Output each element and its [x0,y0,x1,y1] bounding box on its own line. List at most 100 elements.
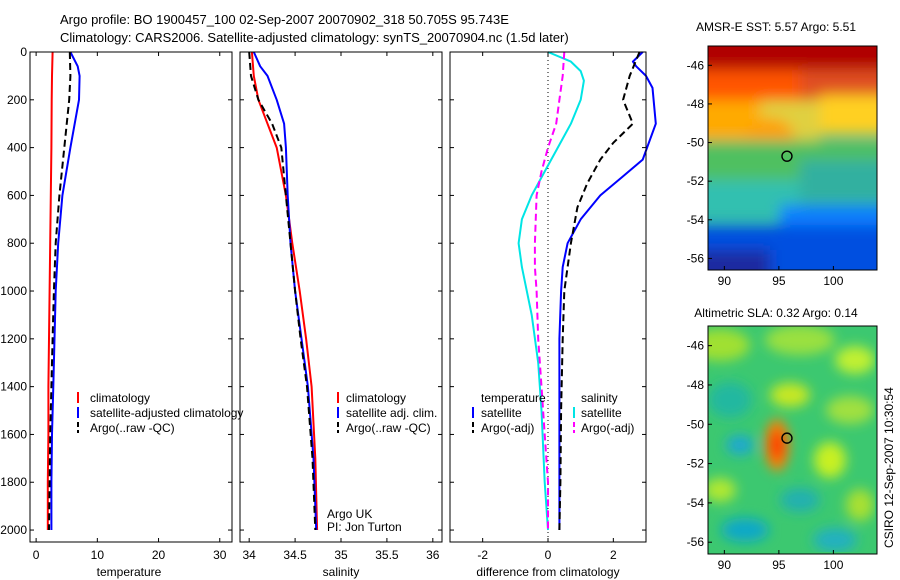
x-tick-label: 20 [152,548,166,562]
map-y-tick-label: -48 [687,378,705,392]
salinity-series-line-1 [252,51,318,531]
sla-map-title: Altimetric SLA: 0.32 Argo: 0.14 [694,306,858,320]
temperature-series-line-2 [48,51,72,531]
temperature-series-line-0 [46,51,54,530]
sst-map-field [708,46,877,270]
difference-panel: -2 0 2 difference from climatology tempera… [449,51,657,579]
legend-group-title-temperature: temperature [481,391,546,405]
map-x-tick-label: 100 [823,274,843,288]
temperature-legend: climatology satellite-adjusted climatolo… [77,391,243,435]
y-tick-label: 600 [7,188,27,202]
y-tick-label: 0 [20,45,27,59]
x-tick-label: 34.5 [283,548,307,562]
salinity-annotation-line1: Argo UK [327,507,372,521]
temperature-xticks: 0 10 20 30 [33,52,227,562]
map-y-tick-label: -46 [687,58,705,72]
legend-group-title-salinity: salinity [581,391,618,405]
temperature-series-line-1 [50,51,81,530]
y-tick-label: 800 [7,236,27,250]
sla-map-panel: Altimetric SLA: 0.32 Argo: 0.14 [687,306,878,572]
y-tick-label: 2000 [0,523,27,537]
map-y-tick-label: -48 [687,97,705,111]
legend-label-temp-satellite: satellite [481,406,522,420]
difference-series-line-2 [517,51,585,531]
x-tick-label: 34 [243,548,257,562]
x-tick-label: 35 [334,548,348,562]
map-y-tick-label: -54 [687,496,705,510]
sst-argo-location-marker [781,150,793,162]
map-x-tick-label: 90 [718,558,732,572]
sst-map-panel: AMSR-E SST: 5.57 Argo: 5.51 90 95 100 [687,20,878,288]
difference-series-line-1 [558,51,641,531]
map-x-tick-label: 95 [772,274,786,288]
sst-map-title: AMSR-E SST: 5.57 Argo: 5.51 [696,20,856,34]
map-y-tick-label: -56 [687,535,705,549]
legend-label-temp-argo: Argo(-adj) [481,421,534,435]
sla-map-frame [707,325,878,555]
map-y-tick-label: -52 [687,174,705,188]
temperature-axes-frame [29,51,233,543]
x-tick-label: 0 [33,548,40,562]
salinity-xticks: 34 34.5 35 35.5 36 [243,52,440,562]
x-tick-label: -2 [477,548,488,562]
map-y-tick-label: -52 [687,457,705,471]
figure-title-line2: Climatology: CARS2006. Satellite-adjuste… [60,30,569,45]
figure-title-line1: Argo profile: BO 1900457_100 02-Sep-2007… [60,12,509,27]
legend-label-argo: Argo(..raw -QC) [346,421,431,435]
legend-label-satellite: satellite adj. clim. [346,406,437,420]
map-x-tick-label: 95 [772,558,786,572]
difference-legend: temperature satellite Argo(-adj) salinit… [472,391,634,435]
temperature-panel: 0 10 20 30 0 200 400 600 800 1000 1200 1400 1600 180… [0,45,243,579]
y-tick-label: 400 [7,141,27,155]
sla-map-yticks: -46 -48 -50 -52 -54 -56 [687,339,712,549]
salinity-axes-frame [239,51,443,543]
difference-series-line-0 [558,51,657,530]
x-tick-label: 0 [545,548,552,562]
sla-map-field [708,326,875,552]
y-tick-label: 1800 [0,475,27,489]
y-tick-label: 1600 [0,427,27,441]
legend-label-climatology: climatology [90,391,150,405]
map-y-tick-label: -56 [687,251,705,265]
salinity-xlabel: salinity [323,565,360,579]
salinity-yticks [240,51,442,531]
difference-xticks: -2 0 2 [477,52,617,562]
difference-series-line-3 [533,51,566,530]
legend-label-climatology: climatology [346,391,406,405]
map-y-tick-label: -54 [687,213,705,227]
salinity-lines [248,51,319,531]
temperature-xlabel: temperature [97,565,162,579]
x-tick-label: 36 [426,548,440,562]
map-x-tick-label: 90 [718,274,732,288]
map-y-tick-label: -50 [687,136,705,150]
x-tick-label: 2 [610,548,617,562]
difference-lines [517,51,657,542]
x-tick-label: 10 [91,548,105,562]
legend-label-sal-argo: Argo(-adj) [581,421,634,435]
sla-argo-location-marker [781,432,793,444]
sst-map-yticks: -46 -48 -50 -52 -54 -56 [687,58,712,265]
salinity-series-line-2 [248,51,317,531]
legend-label-satellite: satellite-adjusted climatology [90,406,243,420]
temperature-yticks: 0 200 400 600 800 1000 1200 1400 1600 1800 2000 [0,45,232,537]
map-y-tick-label: -50 [687,417,705,431]
map-x-tick-label: 100 [823,558,843,572]
credit-stamp: CSIRO 12-Sep-2007 10:30:54 [882,387,896,548]
sst-map-xticks: 90 95 100 [718,266,844,288]
sst-map-frame [707,45,878,271]
salinity-annotation-line2: PI: Jon Turton [327,520,402,534]
map-y-tick-label: -46 [687,339,705,353]
legend-label-argo: Argo(..raw -QC) [90,421,175,435]
y-tick-label: 1400 [0,380,27,394]
difference-yticks [450,51,646,531]
x-tick-label: 30 [213,548,227,562]
temperature-lines [46,51,81,531]
y-tick-label: 200 [7,93,27,107]
salinity-legend: climatology satellite adj. clim. Argo(..… [337,391,437,435]
y-tick-label: 1000 [0,284,27,298]
difference-xlabel: difference from climatology [476,565,619,579]
y-tick-label: 1200 [0,332,27,346]
legend-label-sal-satellite: satellite [581,406,622,420]
x-tick-label: 35.5 [375,548,399,562]
